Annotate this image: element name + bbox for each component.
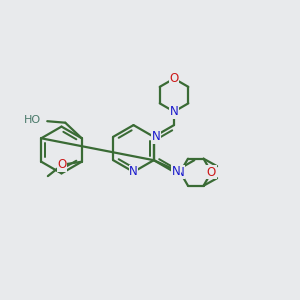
Text: N: N xyxy=(129,165,138,178)
Text: O: O xyxy=(169,72,179,85)
Text: N: N xyxy=(172,165,181,178)
Text: N: N xyxy=(152,130,161,143)
Text: HO: HO xyxy=(23,115,41,125)
Text: O: O xyxy=(58,158,67,171)
Text: N: N xyxy=(176,166,184,179)
Text: O: O xyxy=(207,166,216,179)
Text: N: N xyxy=(170,105,178,118)
